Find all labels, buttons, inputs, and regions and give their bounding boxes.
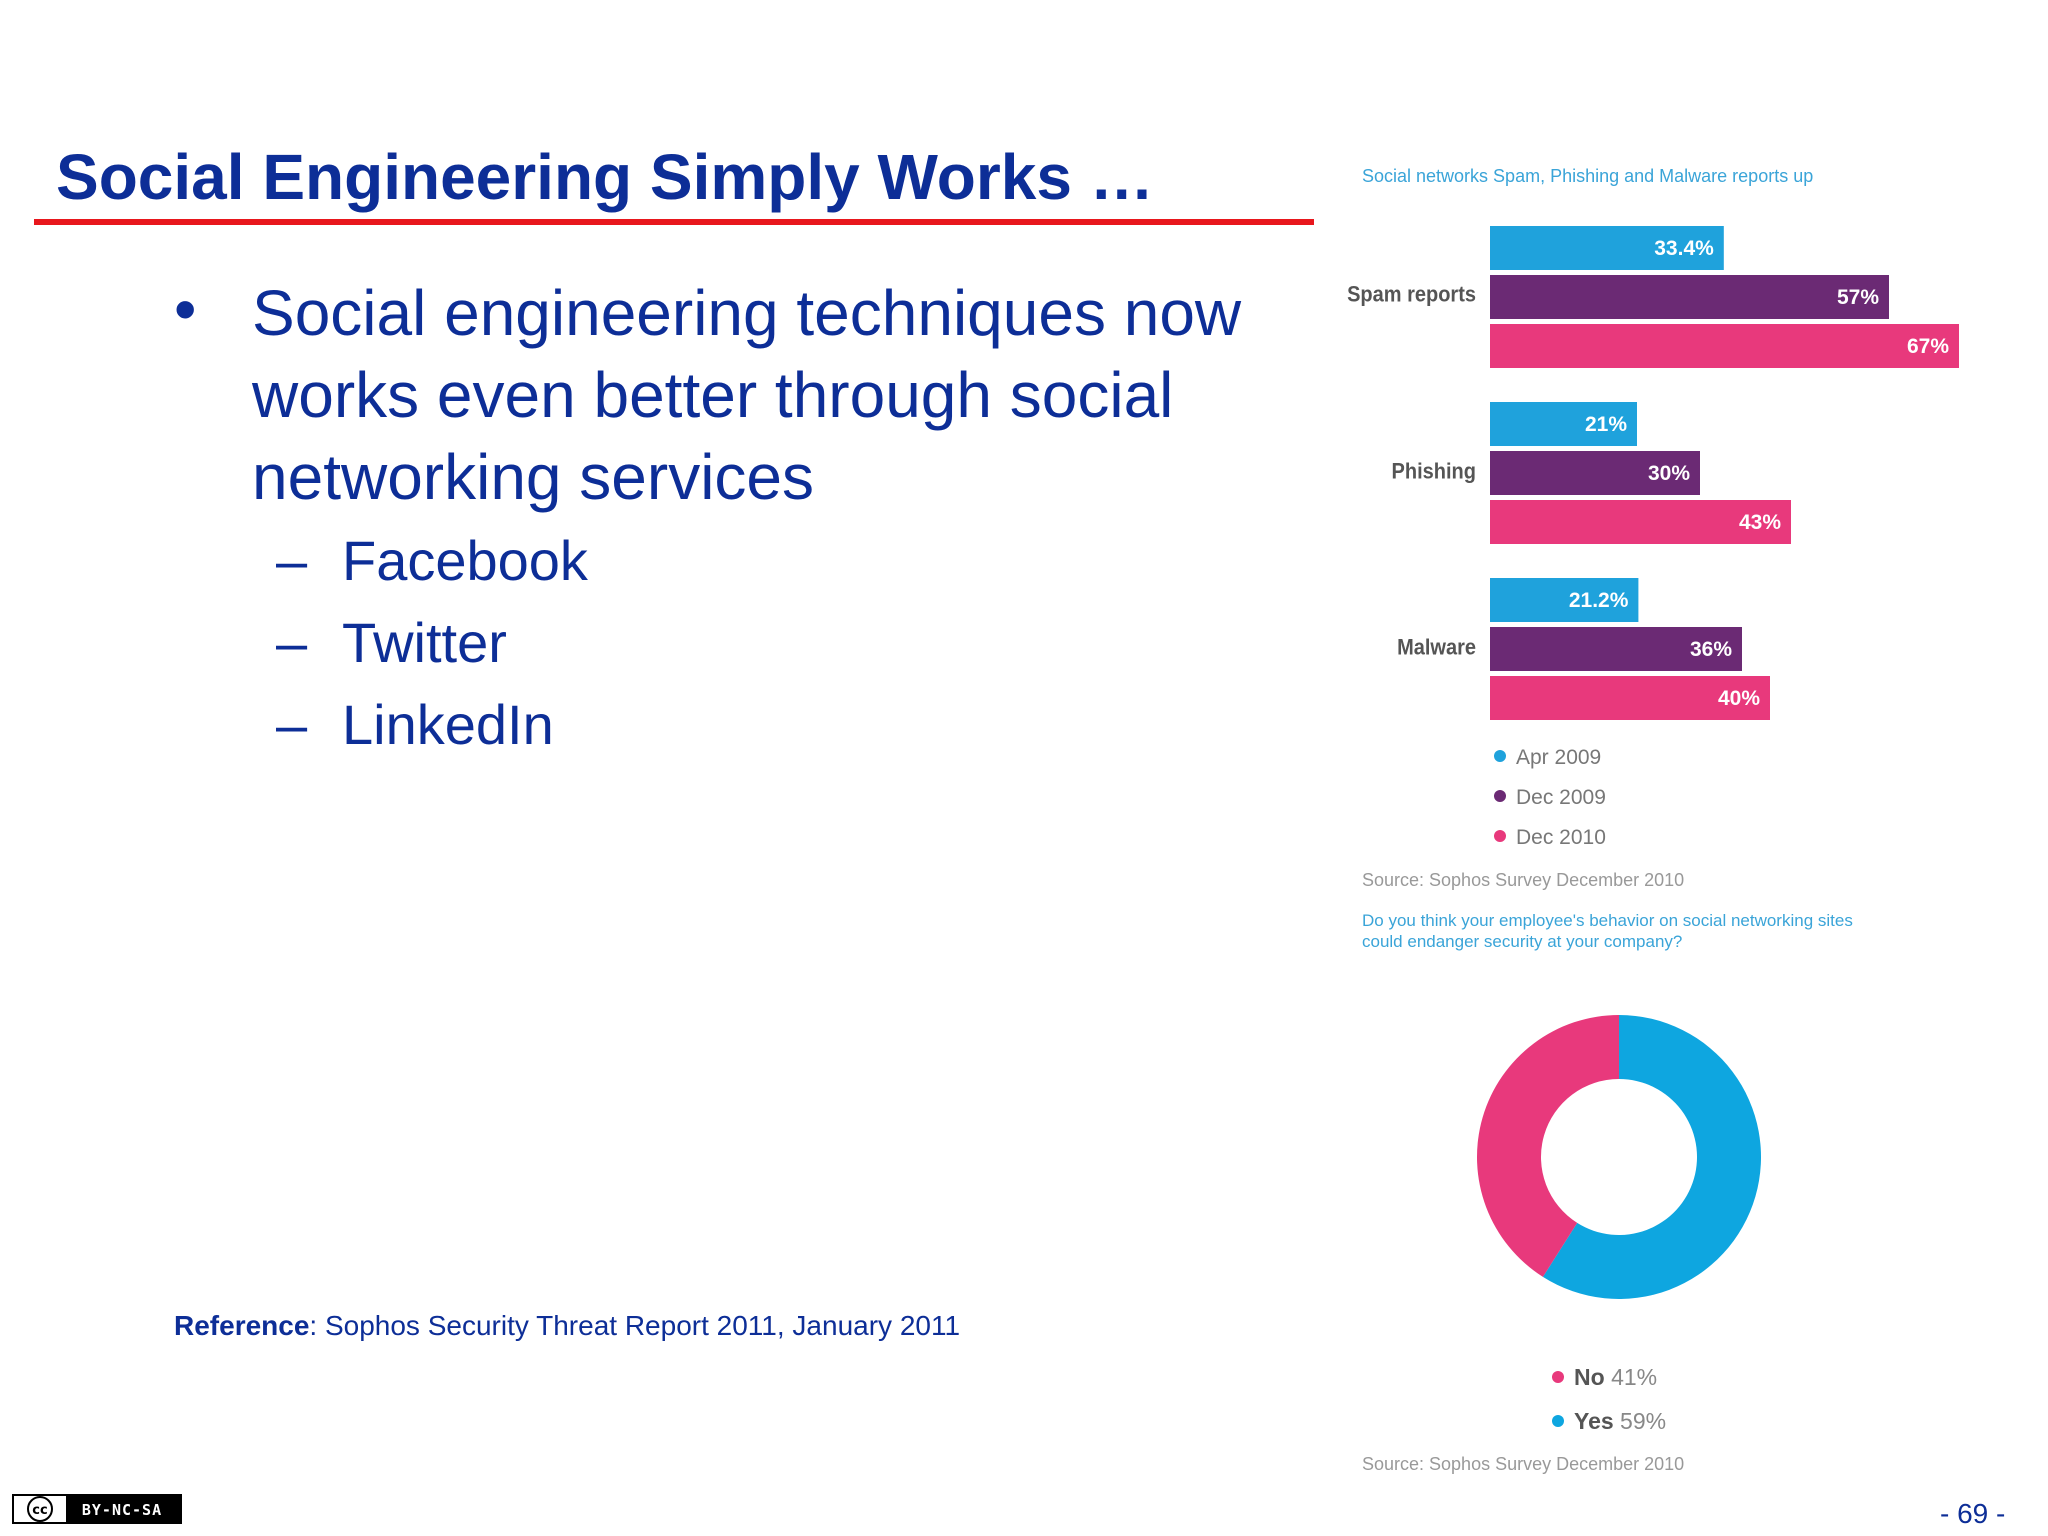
bar-value-label: 33.4% bbox=[1654, 237, 1714, 260]
reference-line: Reference: Sophos Security Threat Report… bbox=[174, 1310, 960, 1342]
bar-value-label: 67% bbox=[1907, 335, 1949, 358]
bar-value-label: 40% bbox=[1718, 687, 1760, 710]
legend-label: Dec 2009 bbox=[1516, 786, 1606, 809]
subitem-label: Facebook bbox=[342, 529, 588, 592]
source-note: Source: Sophos Survey December 2010 bbox=[1362, 1454, 1685, 1474]
dash-marker: – bbox=[276, 529, 308, 592]
cc-license-badge: cc BY-NC-SA bbox=[12, 1494, 182, 1524]
donut-legend-item: Yes 59% bbox=[1552, 1408, 1666, 1435]
legend-item: Dec 2010 bbox=[1494, 826, 1606, 850]
bullet-text: Social engineering techniques now works … bbox=[252, 277, 1242, 513]
bar bbox=[1490, 275, 1889, 319]
reference-label: Reference bbox=[174, 1310, 310, 1341]
bullet-marker: • bbox=[174, 273, 197, 345]
bar-value-label: 21% bbox=[1585, 413, 1627, 436]
category-label: Malware bbox=[1397, 635, 1476, 661]
bar-value-label: 36% bbox=[1690, 638, 1732, 661]
survey-question: Do you think your employee's behavior on… bbox=[1362, 911, 1853, 951]
subitem-label: Twitter bbox=[342, 611, 507, 674]
donut-slice-yes bbox=[1542, 1015, 1761, 1299]
reference-text: : Sophos Security Threat Report 2011, Ja… bbox=[309, 1310, 961, 1341]
infographic-title: Social networks Spam, Phishing and Malwa… bbox=[1362, 166, 1814, 186]
bar bbox=[1490, 226, 1724, 270]
subitem-label: LinkedIn bbox=[342, 693, 554, 756]
legend-dot bbox=[1494, 790, 1506, 803]
legend-item: Dec 2009 bbox=[1494, 786, 1606, 810]
bar bbox=[1490, 627, 1742, 671]
bar bbox=[1490, 578, 1639, 622]
bar-value-label: 57% bbox=[1837, 286, 1879, 309]
category-label: Spam reports bbox=[1347, 282, 1476, 308]
legend-value: 41% bbox=[1611, 1364, 1658, 1390]
bar bbox=[1490, 500, 1791, 544]
bar bbox=[1490, 402, 1637, 446]
slide-title: Social Engineering Simply Works … bbox=[56, 141, 1154, 213]
bar bbox=[1490, 451, 1700, 495]
bar-value-label: 21.2% bbox=[1569, 589, 1629, 612]
svg-text:cc: cc bbox=[32, 1503, 47, 1518]
legend-dot bbox=[1552, 1414, 1564, 1427]
legend-label: No bbox=[1574, 1364, 1605, 1390]
legend-item: Apr 2009 bbox=[1494, 746, 1601, 770]
bar-value-label: 30% bbox=[1648, 462, 1690, 485]
legend-label: Apr 2009 bbox=[1516, 746, 1602, 769]
dash-marker: – bbox=[276, 611, 308, 674]
bar-value-label: 43% bbox=[1739, 511, 1781, 534]
bar-chart: 33.4% 57% 67% 21% 30% 43% 21.2% 36% 40% bbox=[1490, 226, 1959, 720]
page-number: - 69 - bbox=[1940, 1498, 2006, 1529]
category-label: Phishing bbox=[1391, 459, 1476, 485]
source-note: Source: Sophos Survey December 2010 bbox=[1362, 870, 1685, 890]
bar bbox=[1490, 324, 1959, 368]
title-underline bbox=[34, 219, 1314, 225]
donut-chart bbox=[1477, 1015, 1761, 1299]
legend-label: Yes bbox=[1574, 1408, 1614, 1434]
dash-marker: – bbox=[276, 693, 308, 756]
legend-dot bbox=[1494, 830, 1506, 843]
donut-slice-no bbox=[1477, 1015, 1619, 1277]
legend-dot bbox=[1552, 1370, 1564, 1383]
bar bbox=[1490, 676, 1770, 720]
legend-value: 59% bbox=[1620, 1408, 1667, 1434]
legend-label: Dec 2010 bbox=[1516, 826, 1606, 849]
cc-license-text: BY-NC-SA bbox=[82, 1501, 162, 1519]
donut-legend-item: No 41% bbox=[1552, 1364, 1657, 1391]
legend-dot bbox=[1494, 750, 1506, 763]
